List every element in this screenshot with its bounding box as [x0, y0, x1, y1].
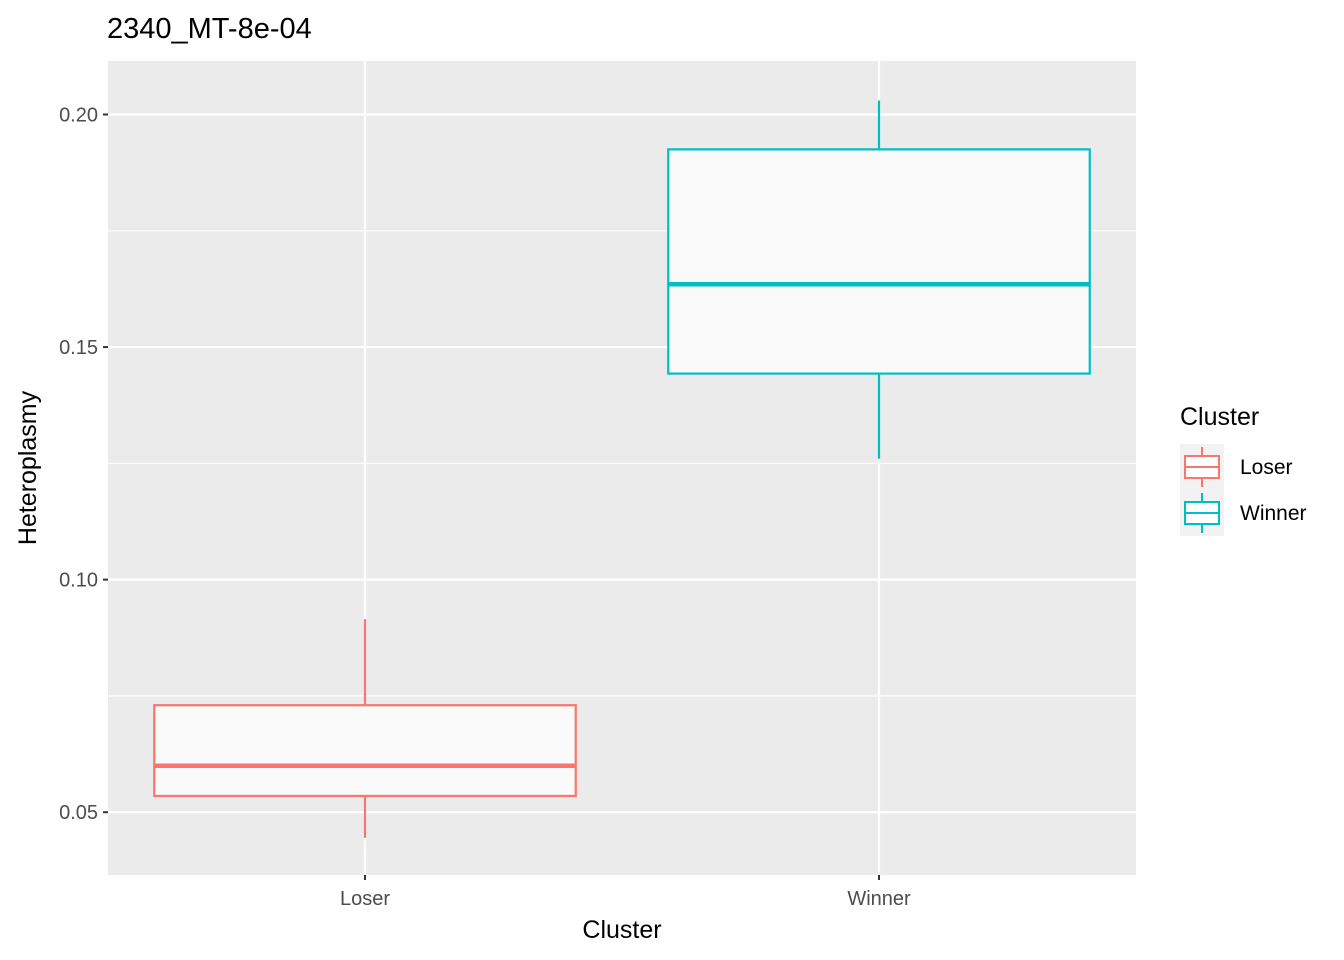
box-iqr — [667, 148, 1091, 375]
legend-item-loser: Loser — [1180, 444, 1293, 490]
legend: Cluster Loser Winner — [1180, 403, 1307, 536]
legend-title: Cluster — [1180, 403, 1259, 431]
x-tick-label-1: Winner — [847, 888, 911, 910]
x-axis-label: Cluster — [582, 916, 661, 944]
y-tick-label-2: 0.15 — [59, 337, 98, 359]
boxplots — [153, 100, 1091, 838]
x-tick-label-0: Loser — [340, 888, 390, 910]
x-axis: Loser Winner — [340, 875, 911, 910]
chart-title: 2340_MT-8e-04 — [107, 13, 312, 45]
y-tick-label-0: 0.05 — [59, 802, 98, 824]
y-axis: 0.05 0.10 0.15 0.20 — [59, 104, 108, 824]
y-axis-label: Heteroplasmy — [14, 390, 42, 545]
legend-label-loser: Loser — [1240, 456, 1293, 479]
box-iqr — [153, 704, 577, 798]
y-tick-label-3: 0.20 — [59, 104, 98, 126]
legend-item-winner: Winner — [1180, 490, 1307, 536]
box-winner — [667, 100, 1091, 459]
y-tick-label-1: 0.10 — [59, 570, 98, 592]
legend-label-winner: Winner — [1240, 502, 1307, 525]
box-loser — [153, 619, 577, 838]
